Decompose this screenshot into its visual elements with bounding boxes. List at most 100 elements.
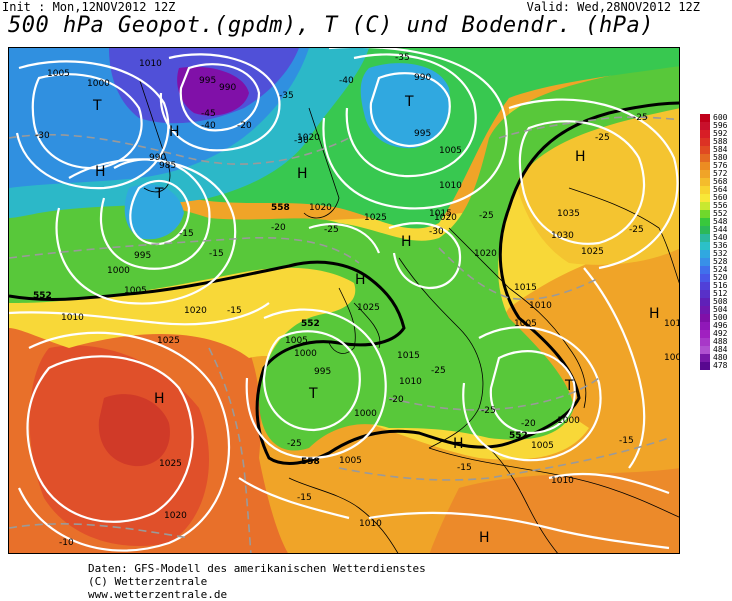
pressure-label: 1020 [184, 306, 207, 316]
legend-swatch [700, 258, 710, 266]
pressure-label: 1010 [61, 313, 84, 323]
height-labels: 558 552 552 552 558 [33, 203, 528, 467]
legend-label: 588 [713, 137, 728, 146]
legend-label: 512 [713, 289, 728, 298]
high-center-marker: H [401, 234, 412, 250]
legend-entry: 600 [700, 113, 732, 122]
pressure-label: 990 [149, 153, 166, 163]
contour-552 [9, 101, 679, 465]
weather-map: 1005 1000 995 990 985 990 1010 990 995 1… [8, 47, 680, 554]
pressure-label: 1030 [551, 231, 574, 241]
legend-entry: 492 [700, 329, 732, 338]
temperature-label: -25 [481, 406, 496, 416]
temperature-label: -35 [279, 91, 294, 101]
temperature-label: -15 [457, 463, 472, 473]
pressure-label: 1000 [354, 409, 377, 419]
legend-label: 568 [713, 177, 728, 186]
legend-swatch [700, 122, 710, 130]
legend-swatch [700, 226, 710, 234]
temperature-label: -25 [431, 366, 446, 376]
temperature-label: -25 [287, 439, 302, 449]
pressure-label: 1025 [159, 459, 182, 469]
legend-swatch [700, 338, 710, 346]
field-cyan-atlantic [124, 184, 184, 240]
pressure-label: 1020 [434, 213, 457, 223]
pressure-label: 1010 [359, 519, 382, 529]
temperature-label: -15 [179, 229, 194, 239]
pressure-label: 1020 [474, 249, 497, 259]
website-url: www.wetterzentrale.de [88, 588, 228, 601]
pressure-label: 1005 [285, 336, 308, 346]
legend-entry: 478 [700, 361, 732, 370]
temperature-label: -25 [633, 113, 648, 123]
pressure-label: 1015 [397, 351, 420, 361]
legend-label: 520 [713, 273, 728, 282]
legend-swatch [700, 154, 710, 162]
legend-swatch [700, 282, 710, 290]
legend-label: 516 [713, 281, 728, 290]
height-label: 558 [301, 457, 320, 467]
high-center-marker: H [95, 164, 106, 180]
pressure-labels: 1005 1000 995 990 985 990 1010 990 995 1… [47, 59, 680, 529]
legend-entry: 580 [700, 153, 732, 162]
low-center-marker: T [564, 378, 574, 394]
pressure-label: 1000 [294, 349, 317, 359]
high-center-marker: H [355, 272, 366, 288]
legend-swatch [700, 330, 710, 338]
high-center-marker: H [453, 436, 464, 452]
pressure-label: 1010 [529, 301, 552, 311]
legend-entry: 480 [700, 353, 732, 362]
legend-entry: 536 [700, 241, 732, 250]
legend-swatch [700, 274, 710, 282]
pressure-label: 1005 [664, 353, 680, 363]
temperature-label: -25 [324, 225, 339, 235]
init-time: Init : Mon,12NOV2012 12Z [2, 0, 176, 14]
pressure-label: 995 [134, 251, 151, 261]
legend-label: 580 [713, 153, 728, 162]
legend-swatch [700, 346, 710, 354]
legend-swatch [700, 266, 710, 274]
legend-label: 572 [713, 169, 728, 178]
legend-label: 552 [713, 209, 728, 218]
legend-label: 576 [713, 161, 728, 170]
height-label: 552 [509, 431, 528, 441]
legend-entry: 484 [700, 345, 732, 354]
legend-entry: 576 [700, 161, 732, 170]
legend-swatch [700, 178, 710, 186]
pressure-label: 995 [199, 76, 216, 86]
legend-swatch [700, 170, 710, 178]
legend-entry: 584 [700, 145, 732, 154]
legend-label: 488 [713, 337, 728, 346]
pressure-label: 1005 [531, 441, 554, 451]
legend-label: 564 [713, 185, 728, 194]
legend-swatch [700, 146, 710, 154]
legend-entry: 532 [700, 249, 732, 258]
temperature-label: -20 [521, 419, 536, 429]
temperature-label: -30 [294, 136, 309, 146]
pressure-label: 1010 [439, 181, 462, 191]
legend-entry: 552 [700, 209, 732, 218]
temperature-label: -25 [479, 211, 494, 221]
temperature-label: -25 [629, 225, 644, 235]
low-center-marker: T [154, 186, 164, 202]
legend-entry: 528 [700, 257, 732, 266]
legend-swatch [700, 298, 710, 306]
legend-label: 596 [713, 121, 728, 130]
temperature-labels: -30 -45 -40 -35 -40 -35 -30 -20 -15 -15 … [35, 53, 648, 548]
pressure-label: 1000 [557, 416, 580, 426]
pressure-label: 1025 [581, 247, 604, 257]
legend-entry: 572 [700, 169, 732, 178]
pressure-label: 1010 [139, 59, 162, 69]
legend-swatch [700, 314, 710, 322]
legend-label: 528 [713, 257, 728, 266]
legend-swatch [700, 322, 710, 330]
pressure-label: 995 [414, 129, 431, 139]
copyright-note: (C) Wetterzentrale [88, 575, 208, 588]
temperature-label: -30 [429, 227, 444, 237]
legend-label: 556 [713, 201, 728, 210]
legend-entry: 592 [700, 129, 732, 138]
high-center-marker: H [154, 391, 165, 407]
legend-swatch [700, 162, 710, 170]
height-label: 552 [301, 319, 320, 329]
pressure-label: 1010 [664, 319, 680, 329]
